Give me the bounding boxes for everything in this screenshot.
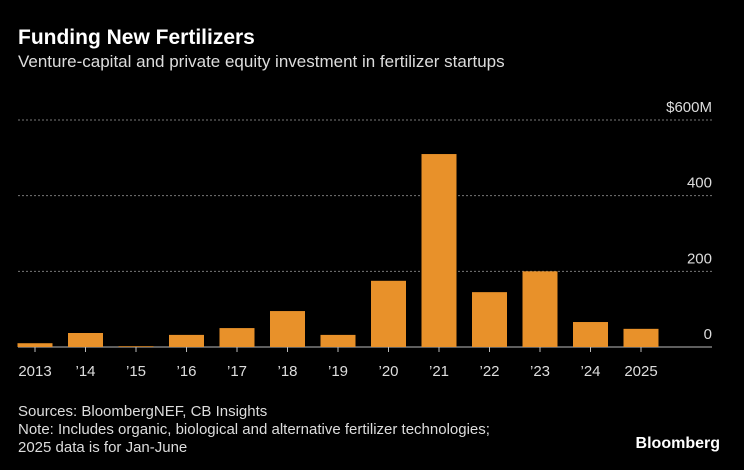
y-tick-label: 400	[687, 175, 712, 192]
x-tick-label: 2013	[18, 363, 51, 380]
x-tick-label: ’24	[580, 363, 600, 380]
y-tick-label: 200	[687, 250, 712, 267]
bar	[17, 343, 53, 347]
chart-title: Funding New Fertilizers	[18, 26, 255, 49]
bar	[573, 322, 608, 347]
y-tick-label: $600M	[666, 99, 712, 116]
logo: Bloomberg	[636, 435, 720, 452]
bar	[219, 328, 255, 347]
bar	[118, 346, 154, 347]
bar	[270, 311, 305, 347]
chart-subtitle: Venture-capital and private equity inves…	[18, 52, 505, 71]
bar	[421, 154, 457, 347]
x-tick-label: ’17	[227, 363, 247, 380]
note: 2025 data is for Jan-June	[18, 439, 187, 456]
x-tick-label: ’22	[479, 363, 499, 380]
bar	[371, 280, 406, 347]
bar	[320, 334, 356, 347]
x-tick-label: ’21	[429, 363, 449, 380]
bar	[623, 328, 659, 347]
x-tick-label: 2025	[624, 363, 657, 380]
x-tick-label: ’15	[126, 363, 146, 380]
x-tick-label: ’19	[328, 363, 348, 380]
note: Note: Includes organic, biological and a…	[18, 421, 490, 438]
y-tick-label: 0	[704, 326, 712, 343]
bar	[472, 292, 507, 347]
bar	[169, 334, 204, 347]
x-tick-label: ’16	[176, 363, 196, 380]
x-tick-label: ’14	[75, 363, 95, 380]
x-tick-label: ’18	[277, 363, 297, 380]
x-tick-label: ’20	[378, 363, 398, 380]
source: Sources: BloombergNEF, CB Insights	[18, 403, 267, 420]
bar	[68, 333, 103, 347]
bar	[522, 271, 558, 347]
x-tick-label: ’23	[530, 363, 550, 380]
